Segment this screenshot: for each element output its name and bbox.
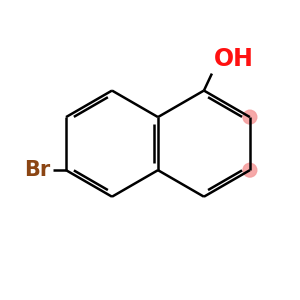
Circle shape — [243, 110, 257, 124]
Circle shape — [243, 163, 257, 177]
Text: Br: Br — [24, 160, 51, 180]
Text: OH: OH — [214, 47, 254, 71]
